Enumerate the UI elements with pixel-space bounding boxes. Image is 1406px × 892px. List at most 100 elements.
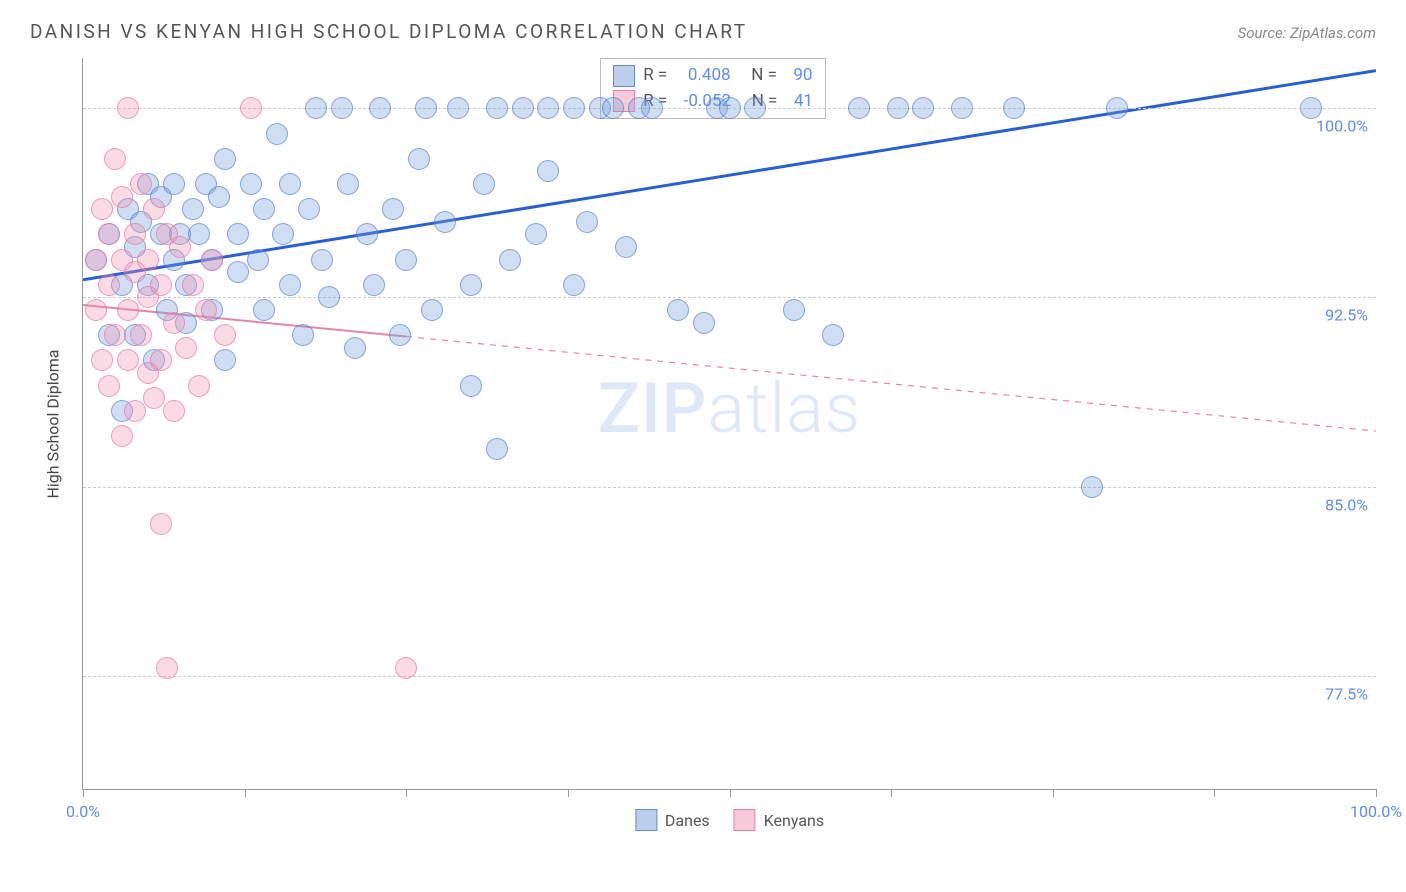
data-point: [182, 274, 204, 296]
data-point: [279, 274, 301, 296]
data-point: [951, 97, 973, 119]
data-point: [744, 97, 766, 119]
data-point: [615, 236, 637, 258]
data-point: [163, 173, 185, 195]
x-tick-label: 0.0%: [66, 802, 100, 821]
data-point: [641, 97, 663, 119]
data-point: [188, 375, 210, 397]
data-point: [117, 299, 139, 321]
data-point: [279, 173, 301, 195]
data-point: [499, 249, 521, 271]
data-point: [848, 97, 870, 119]
gridline: [83, 487, 1376, 488]
data-point: [117, 97, 139, 119]
data-point: [525, 223, 547, 245]
data-point: [214, 148, 236, 170]
data-point: [434, 211, 456, 233]
x-tick: [83, 789, 84, 797]
data-point: [719, 97, 741, 119]
data-point: [563, 97, 585, 119]
legend-row: R = 0.408 N = 90: [613, 63, 813, 89]
data-point: [460, 274, 482, 296]
data-point: [447, 97, 469, 119]
data-point: [693, 312, 715, 334]
y-tick-label: 92.5%: [1325, 306, 1368, 325]
x-tick: [1376, 789, 1377, 797]
chart-area: High School Diploma ZIPatlas R = 0.408 N…: [30, 58, 1376, 842]
plot-region: High School Diploma ZIPatlas R = 0.408 N…: [82, 58, 1376, 790]
data-point: [421, 299, 443, 321]
data-point: [85, 299, 107, 321]
y-tick-label: 77.5%: [1325, 684, 1368, 703]
data-point: [292, 324, 314, 346]
data-point: [98, 274, 120, 296]
data-point: [111, 186, 133, 208]
data-point: [137, 249, 159, 271]
data-point: [576, 211, 598, 233]
legend-swatch: [734, 809, 756, 831]
y-tick-label: 85.0%: [1325, 495, 1368, 514]
data-point: [150, 513, 172, 535]
gridline: [83, 676, 1376, 677]
data-point: [143, 387, 165, 409]
gridline: [83, 297, 1376, 298]
series-legend: DanesKenyans: [635, 809, 824, 831]
data-point: [195, 299, 217, 321]
data-point: [85, 249, 107, 271]
data-point: [253, 198, 275, 220]
data-point: [227, 223, 249, 245]
y-axis-title: High School Diploma: [44, 349, 63, 498]
data-point: [169, 236, 191, 258]
data-point: [117, 349, 139, 371]
data-point: [537, 97, 559, 119]
x-tick: [568, 789, 569, 797]
chart-title: DANISH VS KENYAN HIGH SCHOOL DIPLOMA COR…: [30, 20, 748, 43]
data-point: [208, 186, 230, 208]
data-point: [91, 198, 113, 220]
data-point: [363, 274, 385, 296]
data-point: [182, 198, 204, 220]
x-tick: [245, 789, 246, 797]
data-point: [1300, 97, 1322, 119]
data-point: [512, 97, 534, 119]
data-point: [395, 249, 417, 271]
data-point: [143, 198, 165, 220]
data-point: [266, 123, 288, 145]
data-point: [188, 223, 210, 245]
data-point: [272, 223, 294, 245]
data-point: [415, 97, 437, 119]
data-point: [156, 657, 178, 679]
data-point: [247, 249, 269, 271]
x-tick: [730, 789, 731, 797]
data-point: [227, 261, 249, 283]
data-point: [130, 324, 152, 346]
data-point: [311, 249, 333, 271]
data-point: [124, 223, 146, 245]
data-point: [337, 173, 359, 195]
x-tick: [406, 789, 407, 797]
data-point: [887, 97, 909, 119]
data-point: [783, 299, 805, 321]
data-point: [104, 324, 126, 346]
data-point: [395, 657, 417, 679]
data-point: [111, 425, 133, 447]
data-point: [537, 160, 559, 182]
watermark: ZIPatlas: [598, 368, 862, 450]
data-point: [150, 349, 172, 371]
data-point: [163, 400, 185, 422]
legend-swatch: [613, 65, 635, 87]
data-point: [318, 286, 340, 308]
data-point: [150, 274, 172, 296]
data-point: [667, 299, 689, 321]
data-point: [305, 97, 327, 119]
data-point: [201, 249, 223, 271]
data-point: [408, 148, 430, 170]
data-point: [344, 337, 366, 359]
data-point: [98, 375, 120, 397]
data-point: [473, 173, 495, 195]
data-point: [331, 97, 353, 119]
data-point: [214, 324, 236, 346]
data-point: [214, 349, 236, 371]
data-point: [602, 97, 624, 119]
data-point: [822, 324, 844, 346]
